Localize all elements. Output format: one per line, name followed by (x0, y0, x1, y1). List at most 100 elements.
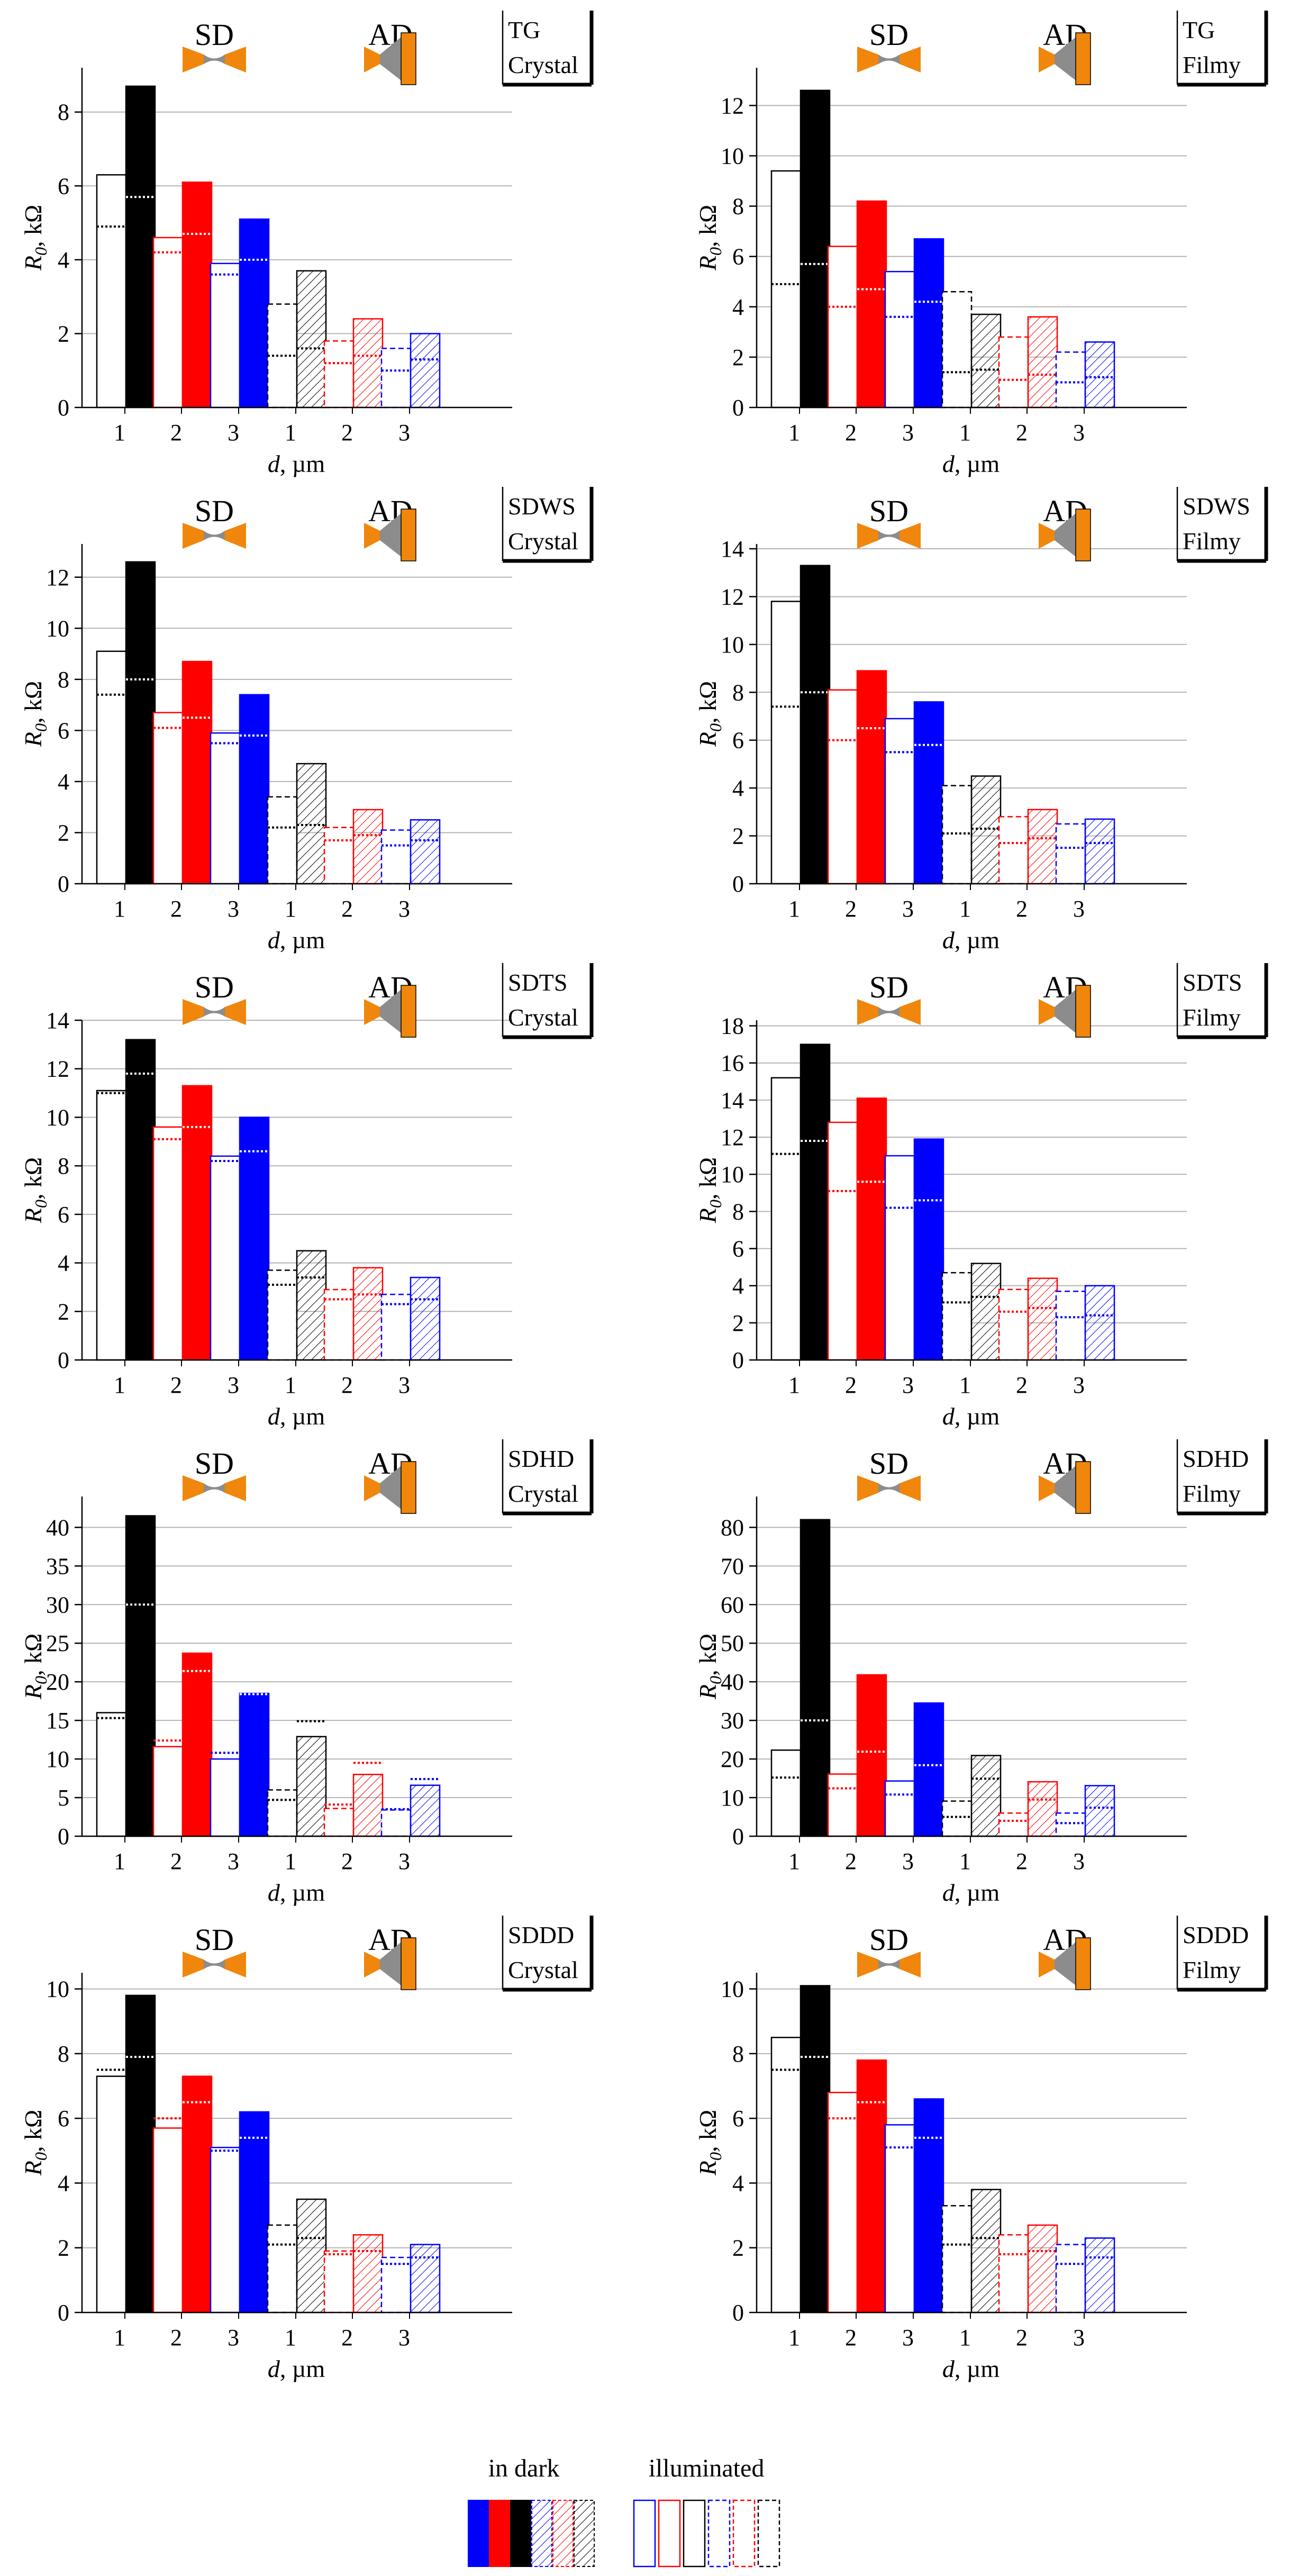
y-tick-label: 8 (732, 1199, 744, 1224)
y-tick-label: 6 (58, 718, 69, 743)
sd-contact-icon (183, 47, 246, 72)
y-tick-label: 6 (58, 173, 69, 199)
sample-tag-box: SDTS Crystal (502, 963, 594, 1039)
bar-illuminated-3 (884, 2124, 915, 2314)
x-tick-label: 2 (170, 420, 182, 446)
bar-illuminated-2 (827, 2091, 858, 2314)
y-tick-label: 8 (58, 1153, 69, 1179)
y-tick-label: 2 (58, 2235, 69, 2261)
y-tick-label: 0 (732, 1347, 744, 1373)
x-tick-label: 1 (788, 1372, 800, 1398)
y-tick-label: 20 (46, 1669, 69, 1695)
x-tick-label: 2 (845, 420, 857, 446)
sample-phase: Crystal (508, 1004, 578, 1031)
x-axis-label: d, µm (268, 1879, 325, 1906)
bar-illuminated-2 (152, 237, 184, 409)
bar-dark-1 (125, 85, 156, 409)
bar-dark-2 (181, 1652, 213, 1837)
legend-dark-swatch (574, 2500, 595, 2567)
y-tick-label: 12 (46, 565, 69, 591)
bar-illuminated-2 (152, 2127, 184, 2314)
x-tick-label: 1 (959, 1372, 971, 1398)
y-tick-label: 10 (46, 1104, 69, 1130)
bar-dark-4 (296, 1736, 327, 1837)
legend-dark-swatch (510, 2500, 531, 2567)
bar-illuminated-1 (96, 1712, 127, 1837)
bar-dark-3 (239, 2111, 270, 2314)
y-tick-label: 30 (721, 1708, 744, 1734)
sd-label: SD (869, 494, 909, 528)
sample-phase: Filmy (1183, 1004, 1241, 1031)
ad-contact-icon (1039, 985, 1091, 1038)
y-tick-label: 4 (58, 1250, 69, 1276)
sd-contact-icon (183, 1475, 246, 1501)
legend-illuminated-swatch (732, 2499, 756, 2568)
bar-illuminated-4 (941, 785, 973, 885)
bar-illuminated-6 (380, 348, 412, 409)
sample-phase: Crystal (508, 1956, 578, 1983)
x-tick-label: 1 (959, 2325, 971, 2351)
bar-dark-3 (913, 238, 944, 409)
x-tick-label: 2 (845, 896, 857, 922)
bar-dark-6 (410, 1784, 441, 1837)
sd-label: SD (869, 1446, 909, 1481)
y-tick-label: 70 (721, 1553, 744, 1579)
bar-illuminated-2 (152, 1746, 184, 1837)
bar-illuminated-5 (998, 1289, 1029, 1361)
bar-illuminated-6 (1055, 2244, 1086, 2314)
y-tick-label: 18 (721, 1013, 744, 1039)
x-axis-label: d, µm (942, 1879, 1000, 1906)
x-tick-label: 2 (1016, 1372, 1028, 1398)
sd-label: SD (195, 494, 234, 528)
sample-tag: SDDD (508, 1921, 574, 1948)
y-tick-label: 4 (732, 294, 744, 320)
bar-dark-3 (239, 1117, 270, 1361)
x-tick-label: 3 (228, 2325, 239, 2351)
y-tick-label: 40 (46, 1514, 69, 1540)
x-tick-label: 3 (228, 896, 239, 922)
sd-label: SD (195, 970, 234, 1004)
y-tick-label: 0 (58, 395, 69, 421)
y-tick-label: 30 (46, 1592, 69, 1618)
bar-dark-1 (800, 1044, 831, 1361)
y-tick-label: 12 (721, 584, 744, 610)
y-tick-label: 0 (58, 2300, 69, 2326)
sd-contact-icon (183, 999, 246, 1025)
y-tick-label: 6 (58, 2106, 69, 2131)
legend-dark-swatch (552, 2500, 574, 2567)
bar-dark-2 (856, 2059, 887, 2314)
x-tick-label: 2 (1016, 1848, 1028, 1874)
sd-contact-icon (857, 523, 921, 549)
x-tick-label: 2 (845, 1372, 857, 1398)
bar-illuminated-6 (380, 2256, 412, 2314)
bar-dark-2 (181, 182, 213, 409)
y-tick-label: 4 (58, 2170, 69, 2196)
bar-illuminated-3 (884, 718, 915, 885)
x-tick-label: 2 (341, 420, 353, 446)
bar-dark-5 (352, 809, 384, 885)
y-axis-label: R0, kΩ (20, 1634, 50, 1700)
bar-dark-3 (913, 1138, 944, 1361)
bar-dark-2 (856, 1674, 887, 1837)
y-tick-label: 0 (58, 871, 69, 897)
bar-illuminated-5 (998, 1812, 1029, 1837)
x-tick-label: 3 (1073, 896, 1085, 922)
bar-illuminated-4 (941, 1800, 973, 1837)
sd-contact-icon (183, 523, 246, 549)
y-tick-label: 8 (732, 2041, 744, 2067)
y-tick-label: 0 (58, 1824, 69, 1849)
bar-dark-6 (410, 819, 441, 885)
bar-dark-1 (800, 1519, 831, 1837)
bar-dark-5 (352, 1774, 384, 1837)
bar-dark-5 (1027, 1781, 1058, 1837)
sample-tag: SDHD (508, 1445, 574, 1472)
x-tick-label: 2 (341, 1372, 353, 1398)
legend-dark-label: in dark (488, 2454, 560, 2482)
y-tick-label: 8 (732, 194, 744, 220)
sd-label: SD (195, 1446, 234, 1481)
bar-illuminated-1 (770, 601, 802, 885)
